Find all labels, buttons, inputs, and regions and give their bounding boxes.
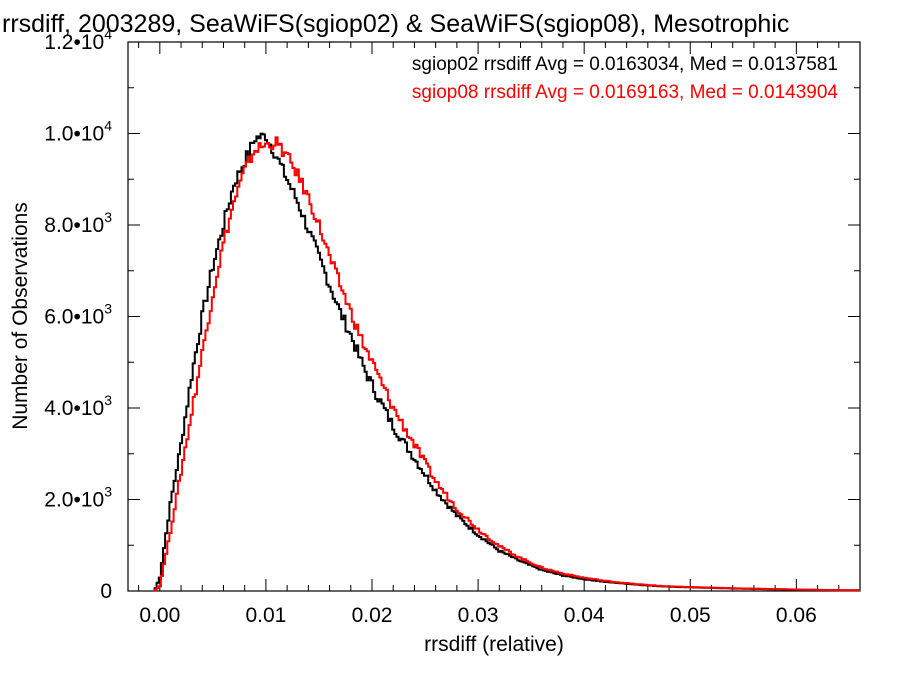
x-tick-label: 0.04 (564, 604, 605, 627)
y-tick-label: 1.0•104 (44, 118, 112, 146)
x-tick-label: 0.00 (139, 604, 180, 627)
legend-sgiop08: sgiop08 rrsdiff Avg = 0.0169163, Med = 0… (412, 82, 839, 103)
x-tick-label: 0.02 (352, 604, 393, 627)
y-tick-label: 0 (100, 580, 112, 603)
chart-title: rrsdiff, 2003289, SeaWiFS(sgiop02) & Sea… (2, 10, 789, 38)
y-tick-label: 2.0•103 (44, 484, 112, 512)
y-tick-label: 4.0•103 (44, 392, 112, 420)
y-axis: 0 2.0•103 4.0•103 6.0•103 8.0•103 1.0•104 1.2•… (44, 26, 860, 603)
legend-sgiop02: sgiop02 rrsdiff Avg = 0.0163034, Med = 0… (412, 54, 838, 75)
x-axis: 0.00 0.01 0.02 0.03 0.04 0.05 0.06 (138, 42, 840, 627)
series-layer (153, 132, 860, 592)
x-tick-label: 0.06 (776, 604, 817, 627)
plot-frame (127, 41, 861, 592)
y-axis-label: Number of Observations (9, 202, 32, 430)
x-tick-label: 0.03 (458, 604, 499, 627)
series-line-sgiop08 (153, 136, 860, 592)
x-axis-label: rrsdiff (relative) (424, 633, 564, 656)
x-tick-label: 0.01 (245, 604, 286, 627)
y-tick-label: 8.0•103 (44, 209, 112, 237)
y-tick-label: 6.0•103 (44, 301, 112, 329)
x-tick-label: 0.05 (670, 604, 711, 627)
series-line-sgiop02 (153, 132, 860, 592)
y-tick-label: 1.2•104 (44, 26, 112, 54)
